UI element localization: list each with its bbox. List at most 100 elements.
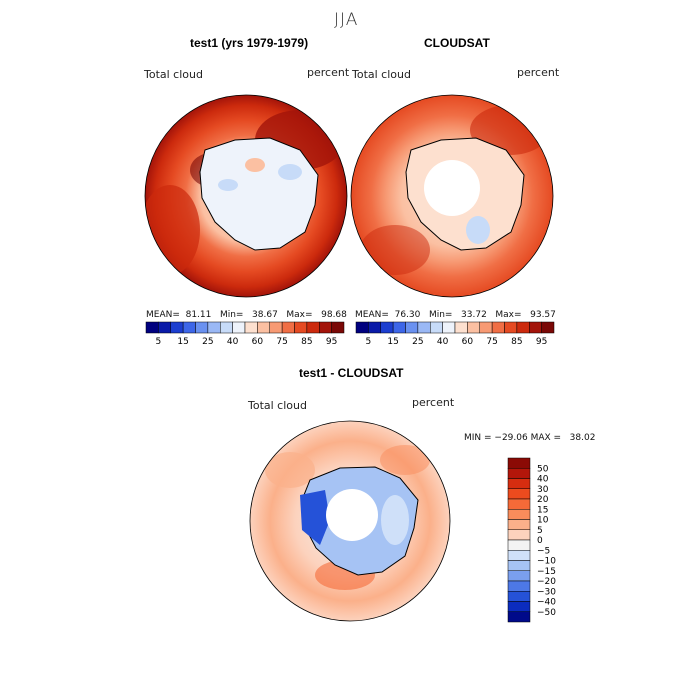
colorbar-2-cell-9 — [467, 321, 480, 334]
colorbar-2-cell-14 — [529, 321, 542, 334]
colorbar-2-label-5: 75 — [486, 337, 497, 347]
colorbar-panel-2: 5 15 25 40 60 75 85 95 — [355, 321, 555, 347]
colorbar-diff-label-0: 50 — [537, 464, 549, 474]
colorbar-1-cell-9 — [257, 321, 270, 334]
colorbar-diff-label-9: −10 — [537, 557, 556, 567]
colorbar-diff-cell-10 — [507, 560, 531, 571]
colorbar-2-label-2: 25 — [412, 337, 423, 347]
colorbar-2-cell-0 — [355, 321, 369, 334]
panel-3-variable-label: Total cloud — [248, 399, 307, 412]
colorbar-1-cell-15 — [331, 321, 345, 334]
colorbar-2-label-0: 5 — [366, 337, 372, 347]
colorbar-1-cell-8 — [244, 321, 258, 334]
colorbar-diff-cell-3 — [507, 488, 531, 500]
colorbar-2-cell-8 — [454, 321, 468, 334]
colorbar-diff-cell-4 — [507, 498, 531, 510]
colorbar-1-cell-2 — [170, 321, 184, 334]
map-1 — [145, 95, 347, 297]
map-2 — [351, 95, 553, 297]
colorbar-1-cell-13 — [306, 321, 320, 334]
colorbar-1-cell-12 — [294, 321, 308, 334]
panel-1-title: test1 (yrs 1979-1979) — [190, 36, 309, 50]
colorbar-diff-cell-0 — [507, 457, 531, 469]
colorbar-diff-cell-9 — [507, 550, 531, 561]
panel-2-stats: MEAN= 76.30 Min= 33.72 Max= 93.57 — [355, 310, 556, 320]
colorbar-2-cell-10 — [479, 321, 493, 334]
colorbar-diff-label-11: −20 — [537, 577, 556, 587]
panel-3-title: test1 - CLOUDSAT — [299, 366, 404, 380]
colorbar-1-label-3: 40 — [227, 337, 239, 347]
colorbar-diff-cell-8 — [507, 539, 531, 551]
colorbar-1-cell-10 — [269, 321, 283, 334]
colorbar-2-cell-4 — [405, 321, 419, 334]
colorbar-diff-label-12: −30 — [537, 587, 556, 597]
colorbar-1-cell-4 — [195, 321, 209, 334]
colorbar-2-cell-11 — [491, 321, 505, 334]
colorbar-diff-label-14: −50 — [537, 608, 556, 618]
colorbar-1-label-5: 75 — [276, 337, 287, 347]
colorbar-1-label-1: 15 — [177, 337, 188, 347]
colorbar-2-label-1: 15 — [387, 337, 398, 347]
colorbar-diff-cell-7 — [507, 529, 531, 541]
colorbar-2-cell-7 — [442, 321, 456, 334]
colorbar-panel-1: 5 15 25 40 60 75 85 95 — [145, 321, 345, 347]
colorbar-diff-cell-13 — [507, 591, 531, 602]
colorbar-diff-cell-5 — [507, 509, 531, 520]
colorbar-2-label-6: 85 — [511, 337, 522, 347]
colorbar-diff-label-3: 20 — [537, 495, 549, 505]
colorbar-diff-cell-1 — [507, 468, 531, 479]
colorbar-diff-label-13: −40 — [537, 598, 556, 608]
colorbar-diff-label-10: −15 — [537, 567, 556, 577]
colorbar-diff-cell-14 — [507, 601, 531, 612]
colorbar-1-cell-11 — [281, 321, 295, 334]
colorbar-1-label-0: 5 — [156, 337, 162, 347]
panel-1-stats: MEAN= 81.11 Min= 38.67 Max= 98.68 — [146, 310, 347, 320]
colorbar-2-cell-3 — [392, 321, 406, 334]
map-3 — [250, 421, 450, 621]
colorbar-2-cell-2 — [380, 321, 394, 334]
colorbar-diff-label-8: −5 — [537, 546, 550, 556]
colorbar-2-label-4: 60 — [462, 337, 474, 347]
colorbar-diff-cell-12 — [507, 580, 531, 592]
colorbar-1-cell-6 — [220, 321, 233, 334]
colorbar-2-cell-15 — [541, 321, 555, 334]
colorbar-2-cell-12 — [504, 321, 518, 334]
colorbar-diff-label-6: 5 — [537, 526, 543, 536]
map-3-missing-pole — [326, 489, 378, 541]
colorbar-1-cell-0 — [145, 321, 159, 334]
panel-3-units-label: percent — [412, 396, 455, 409]
colorbar-1-cell-1 — [158, 321, 171, 334]
colorbar-2-label-7: 95 — [536, 337, 547, 347]
colorbar-2-cell-1 — [368, 321, 381, 334]
panel-1-units-label: percent — [307, 66, 350, 79]
colorbar-1-label-7: 95 — [326, 337, 337, 347]
colorbar-1-cell-5 — [207, 321, 221, 334]
colorbar-diff-cell-11 — [507, 570, 531, 582]
colorbar-1-label-4: 60 — [252, 337, 264, 347]
colorbar-2-cell-5 — [417, 321, 431, 334]
colorbar-2-label-3: 40 — [437, 337, 449, 347]
colorbar-2-cell-6 — [430, 321, 443, 334]
colorbar-diff-cell-6 — [507, 519, 531, 530]
colorbar-diff-cell-15 — [507, 611, 531, 623]
colorbar-diff-label-2: 30 — [537, 485, 549, 495]
panel-1-variable-label: Total cloud — [144, 68, 203, 81]
colorbar-diff-label-5: 10 — [537, 516, 549, 526]
map-2-missing-pole — [424, 160, 480, 216]
colorbar-diff-label-4: 15 — [537, 505, 548, 515]
panel-2-units-label: percent — [517, 66, 560, 79]
colorbar-1-cell-14 — [319, 321, 332, 334]
colorbar-1-cell-3 — [182, 321, 196, 334]
colorbar-1-cell-7 — [232, 321, 246, 334]
colorbar-1-label-2: 25 — [202, 337, 213, 347]
colorbar-2-cell-13 — [516, 321, 530, 334]
panel-3-stats: MIN = −29.06 MAX = 38.02 — [464, 433, 596, 443]
panel-2-variable-label: Total cloud — [352, 68, 411, 81]
colorbar-diff-label-1: 40 — [537, 475, 549, 485]
colorbar-diff-cell-2 — [507, 478, 531, 489]
colorbar-1-label-6: 85 — [301, 337, 312, 347]
panel-2-title: CLOUDSAT — [424, 36, 490, 50]
figure-title: JJA — [334, 10, 359, 30]
